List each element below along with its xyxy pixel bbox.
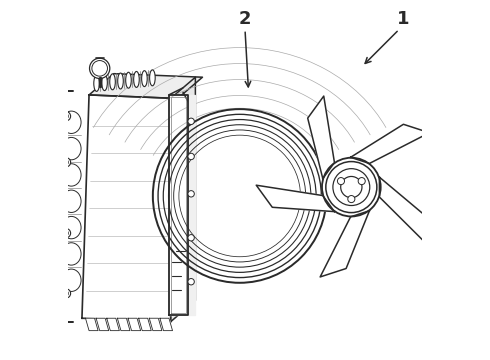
Polygon shape xyxy=(139,318,151,330)
Polygon shape xyxy=(128,318,141,330)
Polygon shape xyxy=(107,318,120,330)
Ellipse shape xyxy=(110,74,115,90)
Polygon shape xyxy=(89,74,202,99)
Text: 1: 1 xyxy=(396,10,409,28)
Polygon shape xyxy=(188,95,196,315)
Circle shape xyxy=(333,168,370,206)
Polygon shape xyxy=(256,185,335,212)
Circle shape xyxy=(188,279,195,285)
Polygon shape xyxy=(308,96,335,179)
Circle shape xyxy=(326,162,377,213)
Ellipse shape xyxy=(118,73,123,89)
Polygon shape xyxy=(96,318,109,330)
Ellipse shape xyxy=(134,71,139,87)
Circle shape xyxy=(338,177,344,185)
Polygon shape xyxy=(379,177,427,244)
Circle shape xyxy=(61,112,71,121)
Polygon shape xyxy=(169,95,188,315)
Circle shape xyxy=(61,229,71,238)
Circle shape xyxy=(348,195,355,203)
Ellipse shape xyxy=(94,76,99,91)
Ellipse shape xyxy=(102,75,107,91)
Circle shape xyxy=(188,235,195,241)
Circle shape xyxy=(61,289,71,298)
Circle shape xyxy=(64,160,69,165)
Polygon shape xyxy=(85,318,98,330)
Ellipse shape xyxy=(62,243,81,265)
Circle shape xyxy=(358,177,365,185)
Ellipse shape xyxy=(62,269,81,292)
Circle shape xyxy=(188,153,195,159)
Polygon shape xyxy=(118,318,130,330)
Polygon shape xyxy=(320,211,369,277)
Polygon shape xyxy=(160,318,172,330)
Circle shape xyxy=(322,158,381,216)
Ellipse shape xyxy=(62,138,81,160)
Circle shape xyxy=(64,231,69,236)
Ellipse shape xyxy=(62,111,81,134)
Ellipse shape xyxy=(62,190,81,212)
Ellipse shape xyxy=(142,71,147,87)
Ellipse shape xyxy=(62,164,81,186)
Circle shape xyxy=(90,58,110,78)
Circle shape xyxy=(64,114,69,119)
Circle shape xyxy=(92,60,107,76)
Text: 2: 2 xyxy=(239,10,251,28)
Polygon shape xyxy=(82,95,178,322)
Circle shape xyxy=(64,291,69,296)
Circle shape xyxy=(341,176,362,198)
Ellipse shape xyxy=(149,70,155,86)
Ellipse shape xyxy=(126,72,131,88)
Polygon shape xyxy=(171,77,196,322)
Circle shape xyxy=(188,191,195,197)
Ellipse shape xyxy=(62,216,81,239)
Polygon shape xyxy=(350,124,429,163)
Circle shape xyxy=(61,158,71,167)
Polygon shape xyxy=(149,318,162,330)
Circle shape xyxy=(188,118,195,125)
